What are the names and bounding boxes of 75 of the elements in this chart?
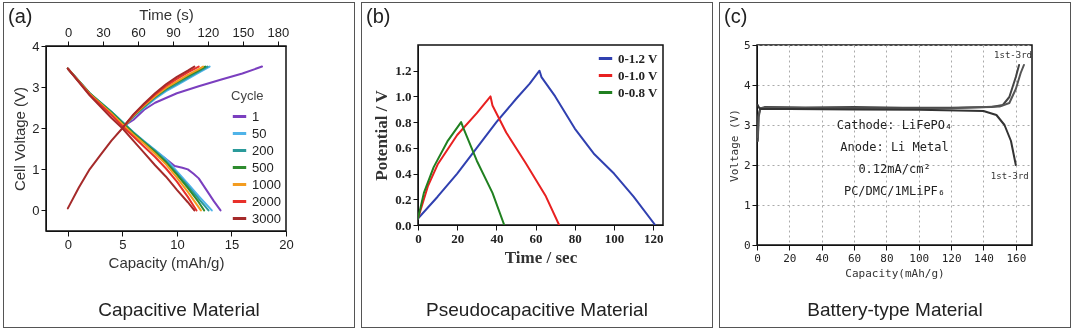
x-tick-label: 80 bbox=[568, 230, 582, 246]
x-tick-label: 60 bbox=[529, 230, 543, 246]
legend-title: Cycle bbox=[231, 88, 264, 103]
y-tick-label: 4 bbox=[743, 78, 751, 92]
y-axis-title: Voltage (V) bbox=[727, 109, 741, 182]
x-axis-title: Time / sec bbox=[504, 247, 578, 267]
y-tick-label: 0.4 bbox=[395, 166, 412, 182]
y-tick-label: 5 bbox=[743, 38, 751, 52]
legend-label: 2000 bbox=[252, 193, 281, 209]
annotation: PC/DMC/1MLiPF₆ bbox=[843, 184, 946, 198]
y-tick-label: 1.0 bbox=[395, 88, 412, 104]
x-tick-label: 120 bbox=[941, 251, 962, 265]
legend-label: 50 bbox=[252, 125, 267, 141]
x2-tick-label: 60 bbox=[131, 24, 146, 40]
x-tick-label: 100 bbox=[909, 251, 930, 265]
y-tick-label: 3 bbox=[743, 118, 751, 132]
y-tick-label: 0.6 bbox=[395, 140, 412, 156]
text: Pseudocapacitive Material bbox=[425, 299, 649, 321]
x-tick-label: 120 bbox=[643, 230, 664, 246]
legend-label: 0-0.8 V bbox=[618, 84, 659, 100]
x-tick-label: 160 bbox=[1006, 251, 1027, 265]
y-tick-label: 3 bbox=[32, 79, 40, 95]
chart-title: (b) bbox=[366, 5, 391, 28]
x-tick-label: 140 bbox=[974, 251, 994, 265]
text: Battery-type Material bbox=[806, 299, 984, 321]
legend-label: 0-1.2 V bbox=[618, 50, 659, 66]
x-tick-label: 20 bbox=[451, 230, 465, 246]
x-tick-label: 80 bbox=[880, 251, 894, 265]
y-tick-label: 2 bbox=[32, 120, 40, 136]
x-axis-title: Capacity(mAh/g) bbox=[845, 266, 945, 280]
x2-tick-label: 90 bbox=[166, 24, 181, 40]
x-axis-title: Capacity (mAh/g) bbox=[108, 253, 225, 271]
x2-tick-label: 150 bbox=[232, 24, 255, 40]
y-tick-label: 0.0 bbox=[395, 217, 412, 233]
x-tick-label: 100 bbox=[604, 230, 625, 246]
chart-title: (a) bbox=[8, 5, 33, 28]
annotation: Anode: Li Metal bbox=[840, 140, 949, 154]
x-tick-label: 15 bbox=[224, 236, 240, 252]
x-tick-label: 20 bbox=[783, 251, 797, 265]
x2-axis-title: Time (s) bbox=[139, 5, 194, 23]
annotation: 0.12mA/cm² bbox=[858, 162, 931, 176]
y-tick-label: 1.2 bbox=[395, 63, 412, 79]
y-tick-label: 1 bbox=[743, 198, 751, 212]
x-tick-label: 20 bbox=[279, 236, 294, 252]
x-tick-label: 0 bbox=[754, 251, 761, 265]
annotation: 1st-3rd bbox=[994, 50, 1033, 60]
x-tick-label: 0 bbox=[415, 230, 422, 246]
legend-label: 500 bbox=[252, 159, 274, 175]
x2-tick-label: 120 bbox=[197, 24, 220, 40]
x-tick-label: 0 bbox=[64, 236, 72, 252]
x-tick-label: 60 bbox=[847, 251, 862, 265]
y-tick-label: 1 bbox=[32, 161, 40, 177]
chart-title: (c) bbox=[724, 5, 748, 28]
y-tick-label: 0.8 bbox=[395, 114, 412, 130]
text: Capacitive Material bbox=[97, 299, 261, 321]
y-axis-title: Cell Voltage (V) bbox=[11, 86, 29, 192]
x2-tick-label: 180 bbox=[267, 24, 290, 40]
legend-label: 3000 bbox=[252, 210, 281, 226]
y-tick-label: 0.2 bbox=[395, 191, 412, 207]
x-tick-label: 5 bbox=[119, 236, 127, 252]
legend-label: 1 bbox=[252, 108, 260, 124]
annotation: Cathode: LiFePO₄ bbox=[836, 118, 953, 132]
legend-label: 1000 bbox=[252, 176, 281, 192]
legend-label: 200 bbox=[252, 142, 274, 158]
y-axis-title: Potential / V bbox=[372, 89, 392, 181]
legend-label: 0-1.0 V bbox=[618, 67, 659, 83]
annotation: 1st-3rd bbox=[990, 171, 1029, 181]
y-tick-label: 2 bbox=[743, 158, 751, 172]
x-tick-label: 40 bbox=[490, 230, 504, 246]
x2-tick-label: 30 bbox=[96, 24, 111, 40]
y-tick-label: 4 bbox=[32, 38, 40, 54]
x-tick-label: 10 bbox=[170, 236, 185, 252]
x-tick-label: 40 bbox=[815, 251, 829, 265]
x2-tick-label: 0 bbox=[65, 24, 73, 40]
y-tick-label: 0 bbox=[32, 202, 40, 218]
